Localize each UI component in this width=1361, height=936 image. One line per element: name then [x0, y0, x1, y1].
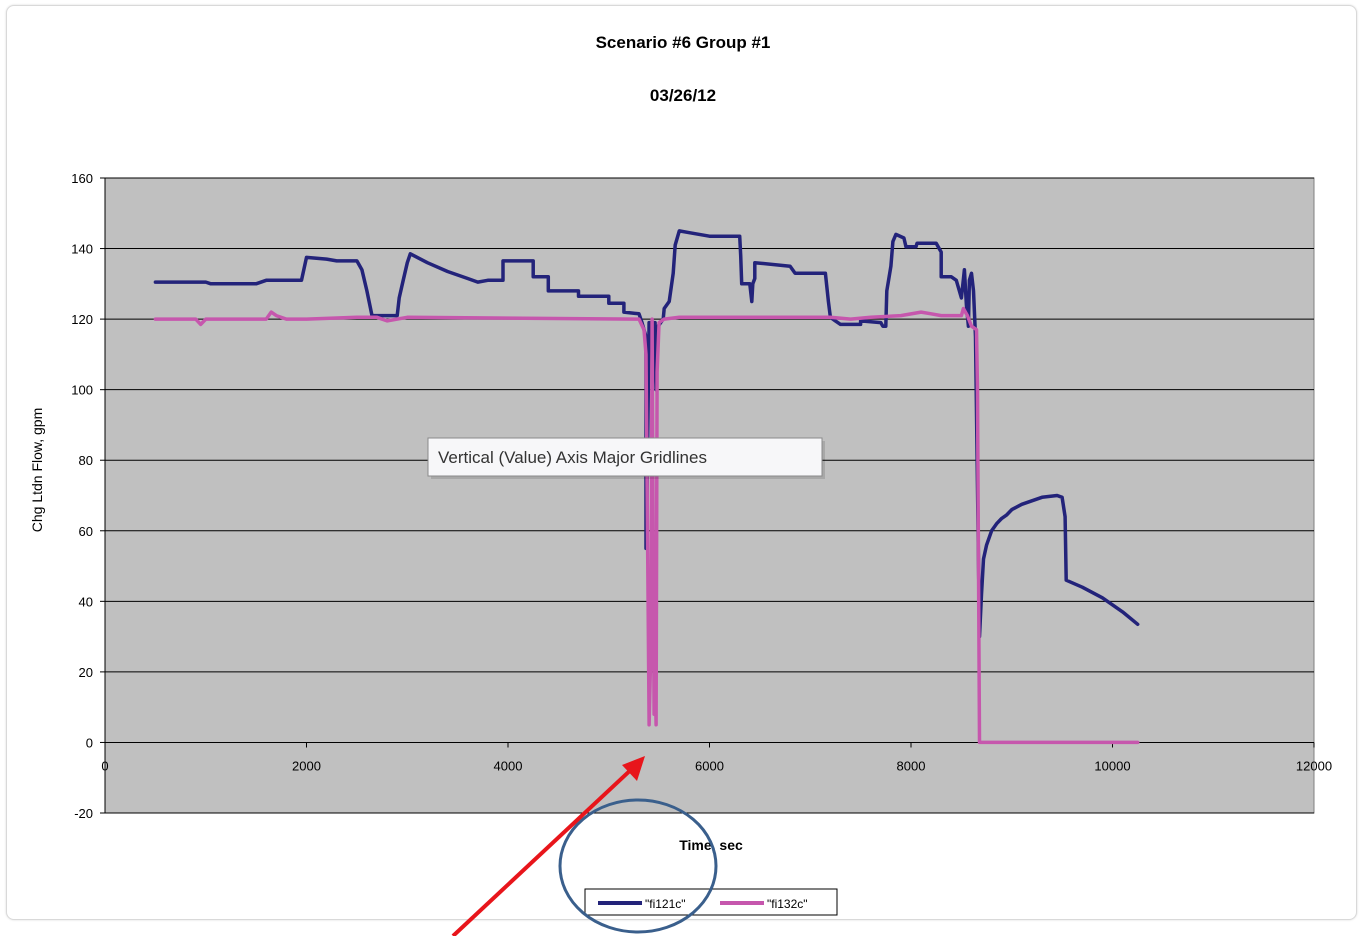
series-line-fi132c[interactable]	[153, 306, 1140, 745]
x-tick-label: 2000	[292, 758, 321, 773]
x-tick-label: 12000	[1296, 758, 1332, 773]
y-axis-label: Chg Ltdn Flow, gpm	[29, 408, 45, 533]
x-tick-label: 0	[101, 758, 108, 773]
y-tick-label: 100	[71, 383, 93, 398]
x-axis-tick-labels: 0 2000 4000 6000 8000 10000 12000	[101, 742, 1332, 773]
y-tick-label: -20	[74, 806, 93, 821]
legend-label-fi121c: "fi121c"	[645, 897, 686, 911]
annotation-circle	[558, 798, 718, 934]
y-tick-label: 140	[71, 242, 93, 257]
y-tick-label: 120	[71, 312, 93, 327]
annotation-arrow	[451, 764, 637, 936]
legend-label-fi132c: "fi132c"	[767, 897, 808, 911]
y-tick-label: 40	[79, 594, 93, 609]
tooltip: Vertical (Value) Axis Major Gridlines	[427, 437, 825, 479]
x-tick-label: 10000	[1094, 758, 1130, 773]
chart-subtitle: 03/26/12	[650, 86, 716, 105]
y-tick-label: 20	[79, 665, 93, 680]
y-tick-label: 160	[71, 171, 93, 186]
plot-area[interactable]	[104, 177, 1315, 814]
series-layer	[153, 229, 1140, 745]
chart-title: Scenario #6 Group #1	[596, 33, 771, 52]
y-tick-label: 0	[86, 735, 93, 750]
x-tick-label: 4000	[494, 758, 523, 773]
y-axis-tick-labels: -20 0 20 40 60 80 100 120 140 160	[71, 171, 105, 821]
y-tick-label: 60	[79, 524, 93, 539]
x-tick-label: 8000	[897, 758, 926, 773]
annotation-arrowhead	[622, 756, 645, 781]
x-tick-label: 6000	[695, 758, 724, 773]
y-tick-label: 80	[79, 453, 93, 468]
legend[interactable]: "fi121c" "fi132c"	[584, 888, 838, 916]
tooltip-text: Vertical (Value) Axis Major Gridlines	[438, 448, 707, 467]
